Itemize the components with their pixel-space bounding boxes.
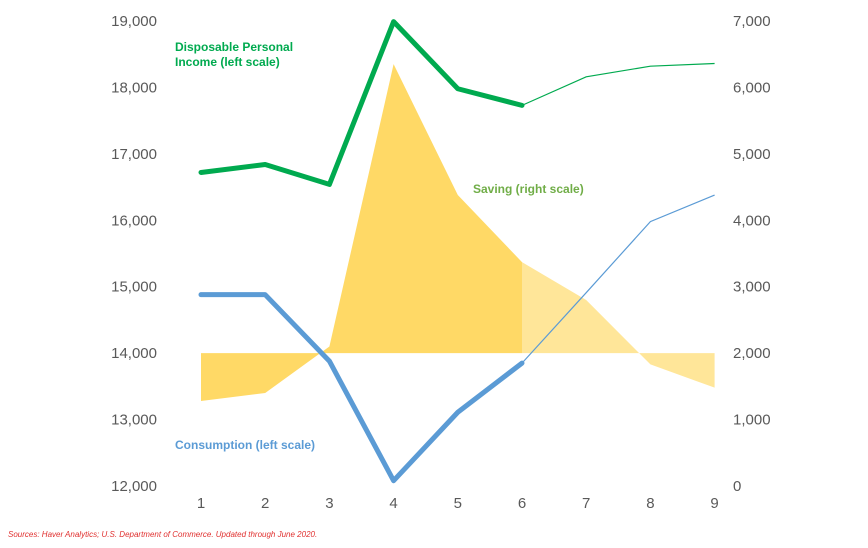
series-lines-layer bbox=[198, 19, 715, 484]
x-tick-label: 8 bbox=[646, 495, 654, 512]
x-tick-label: 7 bbox=[582, 495, 590, 512]
chart-svg: 1 2 3 4 5 6 7 8 9 12,000 13,000 14,000 15,000 16,000… bbox=[111, 13, 771, 512]
x-tick-label: 6 bbox=[518, 495, 526, 512]
saving-annotation: Saving (right scale) bbox=[473, 182, 584, 196]
saving-area-actual bbox=[201, 64, 522, 401]
right-tick-label: 5,000 bbox=[733, 146, 771, 163]
right-tick-label: 2,000 bbox=[733, 345, 771, 362]
left-tick-label: 16,000 bbox=[111, 212, 157, 229]
income-line-actual bbox=[198, 19, 525, 187]
left-tick-label: 14,000 bbox=[111, 345, 157, 362]
saving-annotation-line-1: Saving (right scale) bbox=[473, 182, 584, 196]
right-tick-label: 0 bbox=[733, 478, 741, 495]
consumption-line-actual bbox=[198, 292, 525, 484]
consumption-line-forecast bbox=[521, 194, 715, 364]
left-tick-label: 19,000 bbox=[111, 13, 157, 30]
right-tick-label: 1,000 bbox=[733, 412, 771, 429]
saving-area-forecast bbox=[522, 262, 715, 388]
saving-area-layer bbox=[201, 64, 715, 401]
dpi-annotation: Disposable Personal Income (left scale) bbox=[175, 40, 296, 69]
income-line-forecast bbox=[521, 62, 715, 106]
x-tick-label: 1 bbox=[197, 495, 205, 512]
right-tick-label: 3,000 bbox=[733, 279, 771, 296]
x-tick-label: 3 bbox=[325, 495, 333, 512]
dpi-annotation-line-1: Disposable Personal bbox=[175, 40, 293, 54]
right-tick-label: 7,000 bbox=[733, 13, 771, 30]
consumption-annotation-line-1: Consumption (left scale) bbox=[175, 438, 315, 452]
consumption-annotation: Consumption (left scale) bbox=[175, 438, 315, 452]
x-axis-ticks: 1 2 3 4 5 6 7 8 9 bbox=[197, 495, 719, 512]
right-tick-label: 4,000 bbox=[733, 212, 771, 229]
dpi-annotation-line-2: Income (left scale) bbox=[175, 55, 280, 69]
right-axis-ticks: 0 1,000 2,000 3,000 4,000 5,000 6,000 7,000 bbox=[733, 13, 771, 495]
right-tick-label: 6,000 bbox=[733, 79, 771, 96]
x-tick-label: 4 bbox=[389, 495, 397, 512]
x-tick-label: 2 bbox=[261, 495, 269, 512]
left-tick-label: 18,000 bbox=[111, 79, 157, 96]
left-axis-ticks: 12,000 13,000 14,000 15,000 16,000 17,000 18,0… bbox=[111, 13, 157, 495]
x-tick-label: 9 bbox=[710, 495, 718, 512]
left-tick-label: 17,000 bbox=[111, 146, 157, 163]
source-note: Sources: Haver Analytics; U.S. Departmen… bbox=[8, 530, 318, 539]
left-tick-label: 15,000 bbox=[111, 279, 157, 296]
x-tick-label: 5 bbox=[454, 495, 462, 512]
left-tick-label: 13,000 bbox=[111, 412, 157, 429]
left-tick-label: 12,000 bbox=[111, 478, 157, 495]
